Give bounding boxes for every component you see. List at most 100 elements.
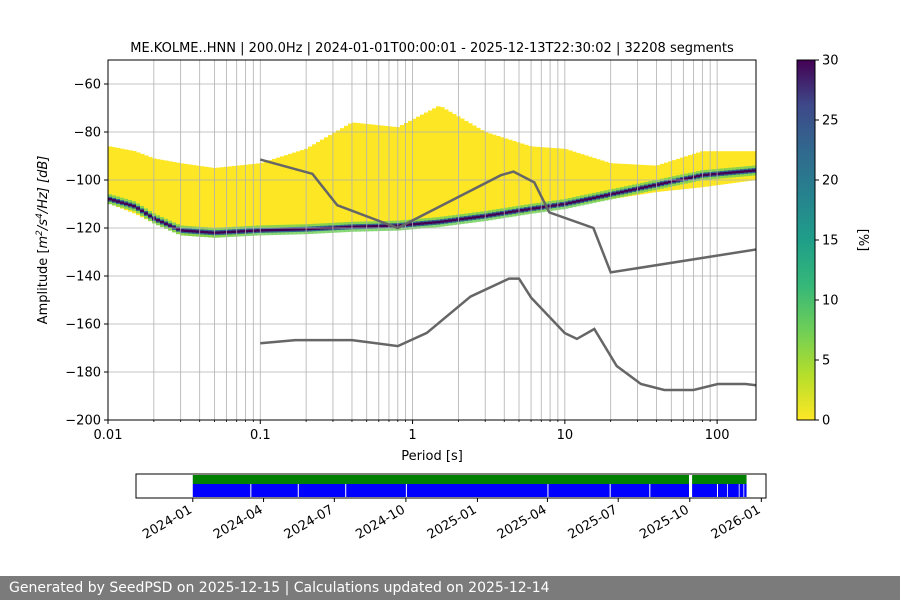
psd-density-peak: [376, 224, 381, 228]
psd-density-low: [324, 137, 329, 231]
psd-density-peak: [668, 180, 673, 184]
psd-density-peak: [424, 221, 429, 225]
psd-density-peak: [496, 212, 501, 216]
psd-density-low: [736, 151, 741, 183]
psd-density-peak: [308, 227, 313, 231]
psd-density-peak: [500, 212, 505, 215]
psd-density-low: [264, 161, 269, 233]
psd-density-peak: [632, 188, 637, 191]
noise-model-nlnm: [260, 277, 756, 392]
psd-density-low: [712, 151, 717, 186]
psd-density-peak: [608, 193, 613, 196]
psd-density-peak: [664, 181, 669, 185]
psd-density-low: [144, 155, 149, 220]
timeline-processed-bar: [192, 475, 689, 484]
psd-density-low: [168, 161, 173, 231]
psd-density-peak: [352, 225, 357, 228]
psd-density-peak: [244, 229, 249, 233]
psd-density-peak: [476, 215, 481, 219]
psd-density-low: [248, 164, 253, 234]
psd-density-low: [576, 152, 581, 205]
psd-density-peak: [560, 203, 565, 206]
x-tick-label: 1: [408, 428, 416, 443]
psd-density-peak: [284, 228, 289, 231]
timeline: 2024-01 2024-04 2024-07 2024-10 2025-01 2025-…: [135, 473, 767, 543]
psd-density-peak: [280, 228, 285, 232]
y-tick-label: −60: [74, 78, 101, 93]
psd-density-low: [520, 143, 525, 214]
psd-density-peak: [720, 172, 725, 175]
psd-density-peak: [724, 171, 729, 175]
psd-density-low: [644, 165, 649, 194]
psd-density-low: [740, 151, 745, 182]
colorbar-tick-label: 30: [822, 54, 839, 69]
psd-density-peak: [568, 201, 573, 205]
psd-density-peak: [464, 217, 469, 220]
psd-density-low: [276, 157, 281, 233]
psd-density-low: [272, 158, 277, 233]
psd-density-low: [688, 155, 693, 189]
timeline-gap: [717, 484, 718, 497]
psd-density-peak: [384, 224, 389, 228]
psd-density-peak: [252, 229, 257, 232]
psd-density-low: [564, 149, 569, 207]
psd-density-low: [244, 164, 249, 235]
x-tick-label: 100: [705, 428, 730, 443]
y-tick-label: −80: [74, 126, 101, 141]
psd-density-peak: [680, 178, 685, 181]
psd-density-peak: [468, 216, 473, 220]
psd-density-low: [116, 147, 121, 208]
psd-density-peak: [396, 224, 401, 227]
psd-density-peak: [504, 211, 509, 214]
psd-density-peak: [524, 208, 529, 211]
psd-density-low: [620, 163, 625, 198]
psd-density-peak: [364, 225, 369, 228]
psd-density-peak: [356, 225, 361, 228]
psd-density-peak: [108, 198, 113, 201]
psd-density-peak: [312, 227, 317, 230]
y-tick-label: −180: [65, 366, 101, 381]
psd-density-low: [332, 132, 337, 231]
psd-density-low: [428, 110, 433, 226]
psd-density-peak: [660, 182, 665, 185]
psd-density-low: [464, 120, 469, 221]
psd-density-peak: [268, 228, 273, 232]
psd-density-peak: [540, 206, 545, 209]
psd-density-peak: [360, 225, 365, 228]
psd-density-low: [148, 156, 153, 222]
psd-density-peak: [624, 189, 629, 193]
psd-density-low: [744, 151, 749, 182]
psd-density-peak: [420, 222, 425, 225]
psd-density-low: [540, 147, 545, 211]
psd-density-low: [236, 165, 241, 236]
psd-density-low: [440, 107, 445, 225]
psd-density-low: [588, 156, 593, 203]
psd-density-low: [368, 124, 373, 229]
psd-density-low: [404, 122, 409, 228]
psd-density-peak: [520, 209, 525, 212]
timeline-tick-label: 2025-01: [425, 502, 480, 542]
y-tick-label: −160: [65, 318, 101, 333]
psd-density-low: [640, 164, 645, 195]
psd-density-low: [388, 126, 393, 229]
psd-density-low: [616, 163, 621, 199]
psd-density-low: [724, 151, 729, 185]
timeline-tick-label: 2024-04: [211, 502, 266, 542]
psd-density-peak: [292, 228, 297, 231]
psd-density-peak: [572, 200, 577, 204]
psd-density-low: [132, 151, 137, 214]
psd-density-peak: [296, 228, 301, 231]
psd-density-peak: [256, 229, 261, 232]
psd-density-peak: [444, 219, 449, 223]
psd-density-low: [436, 106, 441, 225]
psd-density-peak: [192, 230, 197, 233]
psd-density-low: [188, 164, 193, 236]
psd-density-low: [676, 158, 681, 190]
psd-density-low: [664, 162, 669, 192]
psd-density-peak: [184, 229, 189, 232]
psd-density-peak: [564, 202, 569, 205]
psd-density-low: [380, 125, 385, 229]
psd-density-peak: [260, 229, 265, 232]
timeline-data-bar: [192, 484, 689, 497]
psd-density-peak: [128, 203, 133, 207]
